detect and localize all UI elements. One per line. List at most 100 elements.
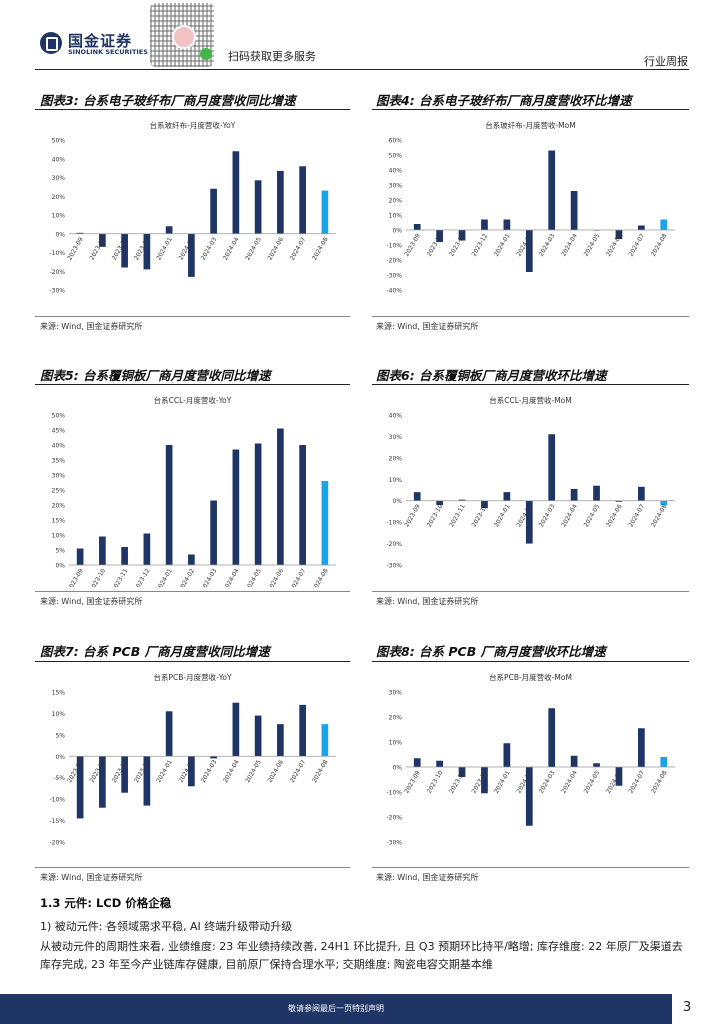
y-tick-label: -40% bbox=[386, 288, 402, 295]
x-tick-label: 2024-05 bbox=[583, 503, 602, 528]
bar bbox=[503, 743, 511, 767]
y-tick-label: -10% bbox=[386, 243, 402, 250]
bar bbox=[299, 445, 306, 565]
bar bbox=[188, 233, 195, 277]
bar bbox=[503, 492, 511, 501]
page-footer: 敬请参阅最后一页特别声明 3 bbox=[0, 994, 724, 1024]
header-divider bbox=[35, 69, 689, 70]
chart-ccl-yoy: 台系CCL-月度营收-YoY 0% 5% 10% 15% 20% 25% 30% 35% 40% 4… bbox=[52, 395, 336, 587]
x-tick-label: 2024-04 bbox=[222, 567, 241, 587]
bar bbox=[99, 756, 106, 808]
x-tick-label: 2024-05 bbox=[583, 769, 602, 794]
bar bbox=[548, 150, 556, 230]
y-tick-label: 20% bbox=[52, 194, 66, 201]
bar bbox=[99, 536, 106, 565]
x-tick-label: 2024-07 bbox=[628, 232, 647, 257]
logo-chinese-name: 国金证券 bbox=[68, 32, 133, 50]
bar bbox=[254, 443, 262, 565]
figure-6-bottom-rule bbox=[372, 591, 689, 592]
sub-heading: 1) 被动元件: 各领域需求平稳, AI 终端升级带动升级 bbox=[40, 920, 293, 933]
company-logo: 国金证券 SINOLINK SECURITIES bbox=[40, 30, 160, 60]
figure-3-rule bbox=[35, 109, 350, 110]
bar bbox=[277, 170, 284, 234]
bar bbox=[570, 755, 578, 767]
bar bbox=[210, 500, 217, 565]
bar bbox=[570, 191, 578, 230]
x-tick-label: 2024-07 bbox=[628, 769, 647, 794]
figure-4-bottom-rule bbox=[372, 316, 689, 317]
page-number: 3 bbox=[683, 1000, 692, 1015]
y-tick-label: 5% bbox=[55, 732, 65, 739]
bar bbox=[254, 715, 262, 757]
y-tick-label: 30% bbox=[389, 434, 403, 441]
figure-3-bottom-rule bbox=[35, 316, 350, 317]
figure-6-rule bbox=[372, 384, 689, 385]
bar bbox=[638, 728, 645, 767]
y-tick-label: 30% bbox=[52, 473, 66, 480]
y-tick-label: 40% bbox=[389, 168, 403, 175]
scan-prompt: 扫码获取更多服务 bbox=[228, 50, 316, 63]
figure-8-rule bbox=[372, 661, 689, 662]
x-tick-label: 2024-05 bbox=[244, 236, 263, 261]
bar bbox=[615, 230, 623, 239]
y-tick-label: 10% bbox=[52, 213, 66, 220]
bar bbox=[165, 445, 173, 565]
page-header: 国金证券 SINOLINK SECURITIES 扫码获取更多服务 行业周报 bbox=[0, 0, 724, 72]
chart-title: 台系玻纤布-月度营收-MoM bbox=[485, 120, 575, 130]
x-tick-label: 2024-06 bbox=[605, 503, 624, 528]
x-tick-label: 2023-12 bbox=[471, 503, 490, 528]
y-tick-label: 0% bbox=[392, 765, 402, 772]
x-tick-label: 2023-12 bbox=[471, 232, 490, 257]
x-tick-label: 2023-09 bbox=[66, 567, 85, 587]
wechat-badge-icon bbox=[200, 48, 212, 60]
y-tick-label: 50% bbox=[52, 413, 66, 420]
x-tick-label: 2024-07 bbox=[289, 567, 308, 587]
chart-title: 台系CCL-月度营收-MoM bbox=[489, 395, 571, 405]
bar bbox=[525, 767, 533, 826]
figure-4-rule bbox=[372, 109, 689, 110]
bar bbox=[548, 434, 556, 501]
x-tick-label: 2024-04 bbox=[560, 232, 579, 257]
bar bbox=[232, 151, 240, 234]
x-tick-label: 2024-08 bbox=[311, 759, 330, 784]
figure-8-source: 来源: Wind, 国金证券研究所 bbox=[376, 873, 479, 882]
footer-bar bbox=[0, 994, 672, 1024]
chart-ccl-mom: 台系CCL-月度营收-MoM -30% -20% -10% 0% 10% 20% 30% 40%… bbox=[386, 395, 675, 570]
chart-title: 台系CCL-月度营收-YoY bbox=[154, 395, 232, 405]
bar bbox=[321, 724, 329, 757]
bar bbox=[299, 166, 306, 234]
bar bbox=[76, 548, 84, 565]
y-tick-label: 50% bbox=[52, 138, 66, 145]
figure-7-source: 来源: Wind, 国金证券研究所 bbox=[40, 873, 143, 882]
bar bbox=[525, 500, 533, 544]
y-tick-label: 15% bbox=[52, 690, 66, 697]
bar bbox=[121, 547, 128, 565]
figure-3-source: 来源: Wind, 国金证券研究所 bbox=[40, 322, 143, 331]
x-tick-label: 2023-10 bbox=[426, 232, 445, 257]
bar bbox=[458, 230, 466, 241]
y-tick-label: 30% bbox=[389, 690, 403, 697]
chart-title: 台系玻纤布-月度营收-YoY bbox=[150, 120, 236, 130]
bar bbox=[232, 449, 240, 565]
y-tick-label: 25% bbox=[52, 488, 66, 495]
y-tick-label: 30% bbox=[389, 183, 403, 190]
bar bbox=[481, 500, 488, 509]
figure-7-bottom-rule bbox=[35, 867, 350, 868]
x-tick-label: 2023-11 bbox=[448, 503, 467, 528]
bar bbox=[277, 724, 284, 757]
bar bbox=[481, 767, 488, 794]
x-tick-label: 2024-04 bbox=[222, 759, 241, 784]
bar bbox=[254, 180, 262, 234]
bar bbox=[413, 758, 421, 767]
bar bbox=[76, 756, 84, 819]
y-tick-label: -20% bbox=[49, 840, 65, 847]
x-tick-label: 2024-04 bbox=[222, 236, 241, 261]
y-tick-label: 0% bbox=[55, 754, 65, 761]
x-tick-label: 2023-10 bbox=[89, 236, 108, 261]
x-tick-label: 2023-11 bbox=[111, 567, 130, 587]
y-tick-label: -20% bbox=[386, 258, 402, 265]
y-tick-label: 40% bbox=[52, 443, 66, 450]
x-tick-label: 2023-10 bbox=[426, 503, 445, 528]
bar bbox=[615, 767, 623, 786]
x-tick-label: 2024-01 bbox=[493, 769, 512, 794]
